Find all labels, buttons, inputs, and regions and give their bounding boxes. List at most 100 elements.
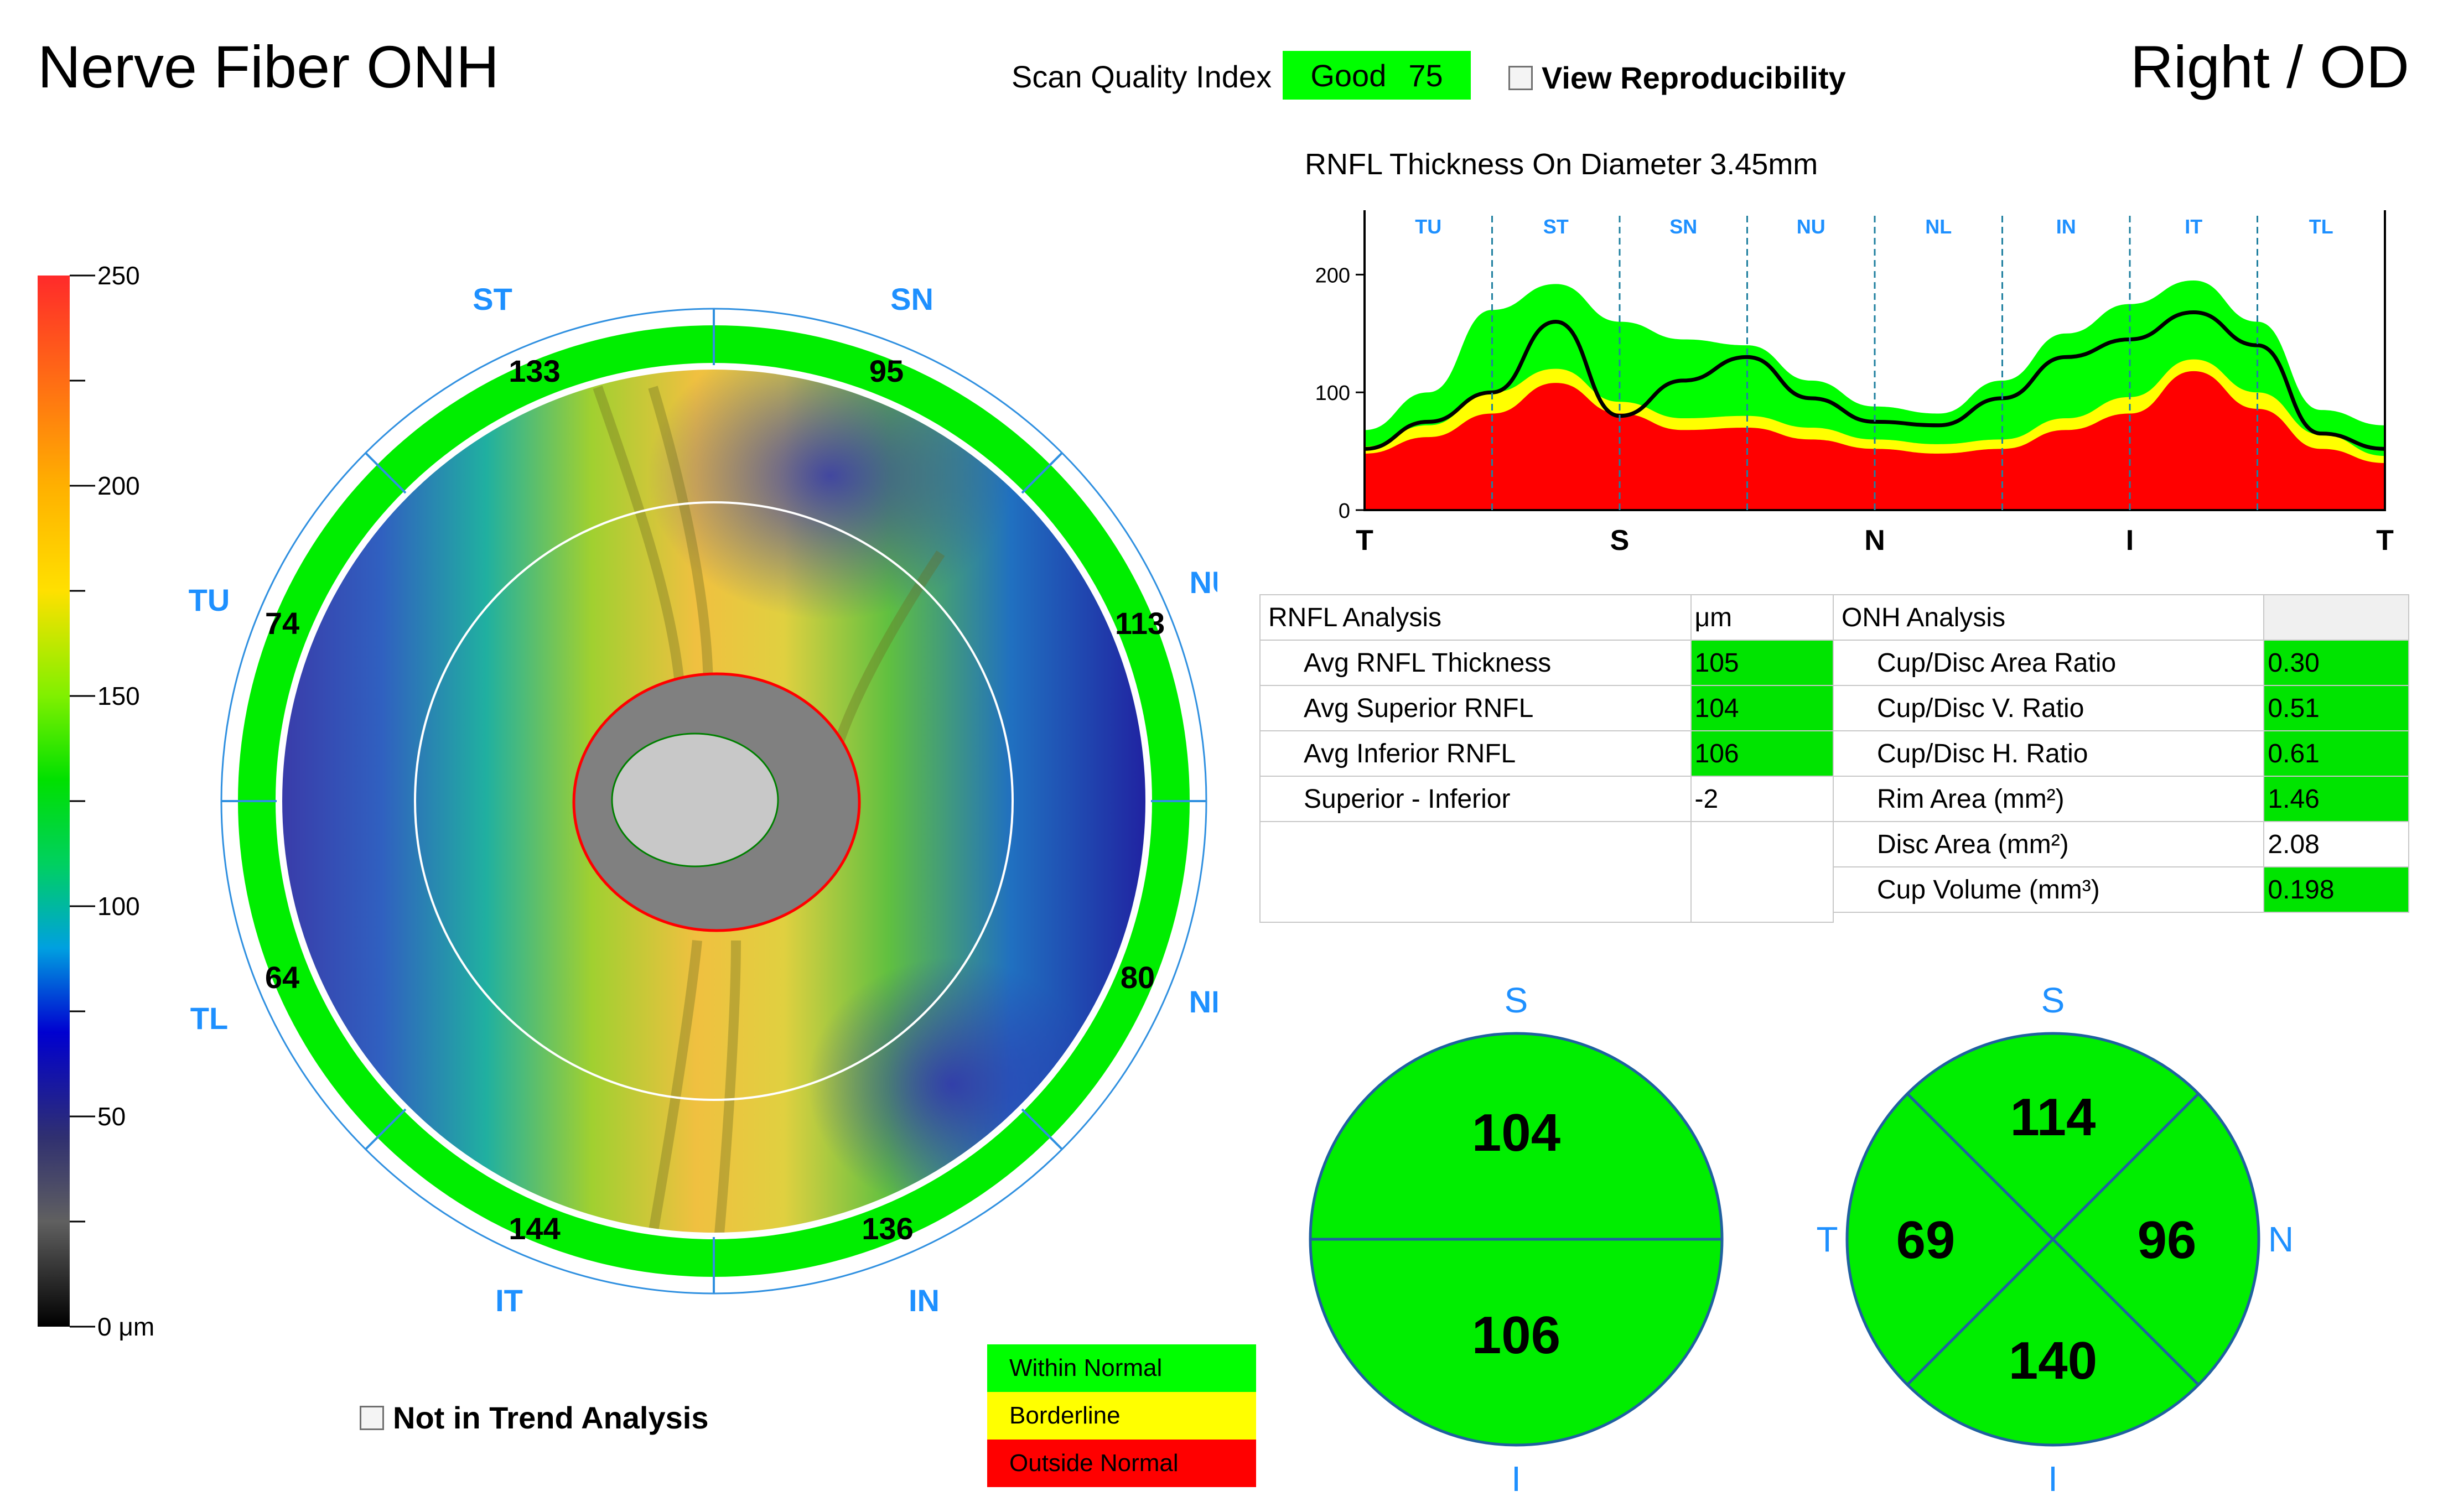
tsnit-chart-title: RNFL Thickness On Diameter 3.45mm xyxy=(1305,148,1818,181)
onh-table-row-value: 0.51 xyxy=(2263,685,2409,731)
scale-tick-0: 0 μm xyxy=(97,1312,154,1341)
rnfl-table-row: Avg RNFL Thickness 105 xyxy=(1259,640,1834,686)
sector-label-sn: SN xyxy=(890,282,933,316)
segment-label: TL xyxy=(2309,215,2333,238)
hemisphere-superior-value: 104 xyxy=(1472,1103,1560,1162)
onh-table-row: Cup/Disc Area Ratio 0.30 xyxy=(1832,640,2409,686)
quadrant-temporal-value: 69 xyxy=(1896,1210,1956,1270)
view-reproducibility-checkbox[interactable] xyxy=(1508,65,1533,90)
rnfl-table-unit: μm xyxy=(1690,594,1834,641)
scale-tick-50: 50 xyxy=(97,1102,126,1131)
scale-tick-150: 150 xyxy=(97,682,140,710)
rnfl-table-header: RNFL Analysis xyxy=(1259,594,1692,641)
x-tick-label: T xyxy=(1356,524,1373,557)
quadrant-bottom-label: I xyxy=(2048,1459,2058,1499)
onh-table-row-label: Rim Area (mm²) xyxy=(1832,776,2265,822)
quadrant-inferior-value: 140 xyxy=(2009,1331,2097,1390)
x-tick-label: I xyxy=(2126,524,2134,557)
onh-table-row: Rim Area (mm²) 1.46 xyxy=(1832,776,2409,822)
rnfl-table-row-label: Avg RNFL Thickness xyxy=(1259,640,1692,686)
hemisphere-inferior-value: 106 xyxy=(1472,1306,1560,1365)
rnfl-table-row: Avg Superior RNFL 104 xyxy=(1259,685,1834,731)
patient-rnfl-line xyxy=(1364,310,2385,451)
segment-label: IT xyxy=(2185,215,2202,238)
hemisphere-bottom-label: I xyxy=(1511,1459,1521,1499)
sector-label-it: IT xyxy=(495,1283,523,1318)
rnfl-table-row-label: Avg Inferior RNFL xyxy=(1259,730,1692,777)
onh-table-row-value: 0.61 xyxy=(2263,730,2409,777)
onh-table-row-label: Cup/Disc H. Ratio xyxy=(1832,730,2265,777)
onh-table-row-value: 1.46 xyxy=(2263,776,2409,822)
x-tick-label: T xyxy=(2376,524,2394,557)
scale-tick-250: 250 xyxy=(97,266,140,290)
sector-value-tl: 64 xyxy=(265,960,299,995)
sector-value-st: 133 xyxy=(509,354,560,388)
y-tick-label: 200 xyxy=(1315,264,1350,287)
sector-label-in: IN xyxy=(909,1283,940,1318)
onh-table-unit xyxy=(2263,594,2409,641)
sector-value-it: 144 xyxy=(509,1211,560,1246)
segment-label: ST xyxy=(1543,215,1569,238)
thickness-color-scale xyxy=(38,276,70,1327)
not-in-trend-checkbox[interactable] xyxy=(360,1405,384,1430)
legend-within-normal: Within Normal xyxy=(987,1344,1256,1392)
rnfl-table-row-value: 106 xyxy=(1690,730,1834,777)
rnfl-table-row: Avg Inferior RNFL 106 xyxy=(1259,730,1834,777)
sector-label-tl: TL xyxy=(190,1001,228,1036)
quadrant-right-label: N xyxy=(2268,1219,2294,1259)
legend-borderline: Borderline xyxy=(987,1392,1256,1440)
scale-tick-100: 100 xyxy=(97,892,140,921)
rnfl-thickness-map: ST SN NU NL IN IT TL TU 133 95 113 80 13… xyxy=(189,282,1217,1318)
y-tick-label: 100 xyxy=(1315,382,1350,405)
scan-quality-rating: Good xyxy=(1310,58,1387,93)
scan-quality-label: Scan Quality Index xyxy=(1012,59,1272,94)
x-tick-label: S xyxy=(1610,524,1630,557)
rnfl-table-row-value: -2 xyxy=(1690,776,1834,822)
hemisphere-top-label: S xyxy=(1505,980,1528,1020)
segment-label: TU xyxy=(1415,215,1441,238)
rnfl-table-row-value: 104 xyxy=(1690,685,1834,731)
segment-label: SN xyxy=(1669,215,1697,238)
rnfl-analysis-table: RNFL Analysis μm Avg RNFL Thickness 105 Av… xyxy=(1259,594,1834,923)
color-scale-ticks: 250 200 150 100 50 0 μm xyxy=(70,266,154,1341)
onh-table-row: Cup Volume (mm³) 0.198 xyxy=(1832,866,2409,913)
onh-table-row-value: 0.30 xyxy=(2263,640,2409,686)
quadrant-superior-value: 114 xyxy=(2010,1088,2096,1147)
segment-label: NU xyxy=(1797,215,1825,238)
sector-label-tu: TU xyxy=(189,583,230,617)
hemisphere-chart: S I 104 106 xyxy=(1309,980,1724,1499)
quadrant-nasal-value: 96 xyxy=(2138,1210,2197,1270)
rnfl-table-row-label: Avg Superior RNFL xyxy=(1259,685,1692,731)
x-tick-label: N xyxy=(1864,524,1885,557)
not-in-trend-toggle[interactable]: Not in Trend Analysis xyxy=(360,1400,708,1436)
y-tick-label: 0 xyxy=(1339,500,1350,523)
sector-value-nl: 80 xyxy=(1121,960,1155,995)
sector-label-st: ST xyxy=(473,282,512,316)
segment-label: IN xyxy=(2056,215,2076,238)
onh-table-row: Cup/Disc V. Ratio 0.51 xyxy=(1832,685,2409,731)
sector-value-in: 136 xyxy=(862,1211,913,1246)
onh-table-row-label: Cup Volume (mm³) xyxy=(1832,866,2265,913)
scan-quality-value: 75 xyxy=(1408,58,1443,93)
rnfl-table-row-value: 105 xyxy=(1690,640,1834,686)
onh-table-row: Disc Area (mm²) 2.08 xyxy=(1832,821,2409,867)
page-title: Nerve Fiber ONH xyxy=(38,33,500,100)
onh-table-row-value: 0.198 xyxy=(2263,866,2409,913)
sector-label-nu: NU xyxy=(1190,565,1217,600)
sector-value-nu: 113 xyxy=(1115,606,1165,641)
onh-table-row-label: Disc Area (mm²) xyxy=(1832,821,2265,867)
sector-value-tu: 74 xyxy=(265,606,299,641)
onh-table-row-value: 2.08 xyxy=(2263,821,2409,867)
onh-table-row-label: Cup/Disc Area Ratio xyxy=(1832,640,2265,686)
onh-table-header: ONH Analysis xyxy=(1832,594,2265,641)
view-reproducibility-label: View Reproducibility xyxy=(1542,60,1846,95)
scan-quality-badge: Good 75 xyxy=(1283,51,1471,100)
rnfl-table-row-label: Superior - Inferior xyxy=(1259,776,1692,822)
view-reproducibility-toggle[interactable]: View Reproducibility xyxy=(1508,60,1846,96)
onh-table-row-label: Cup/Disc V. Ratio xyxy=(1832,685,2265,731)
onh-analysis-table: ONH Analysis Cup/Disc Area Ratio 0.30 Cup/… xyxy=(1832,594,2409,913)
onh-table-row: Cup/Disc H. Ratio 0.61 xyxy=(1832,730,2409,777)
legend-outside-normal: Outside Normal xyxy=(987,1440,1256,1487)
sector-value-sn: 95 xyxy=(869,354,904,388)
